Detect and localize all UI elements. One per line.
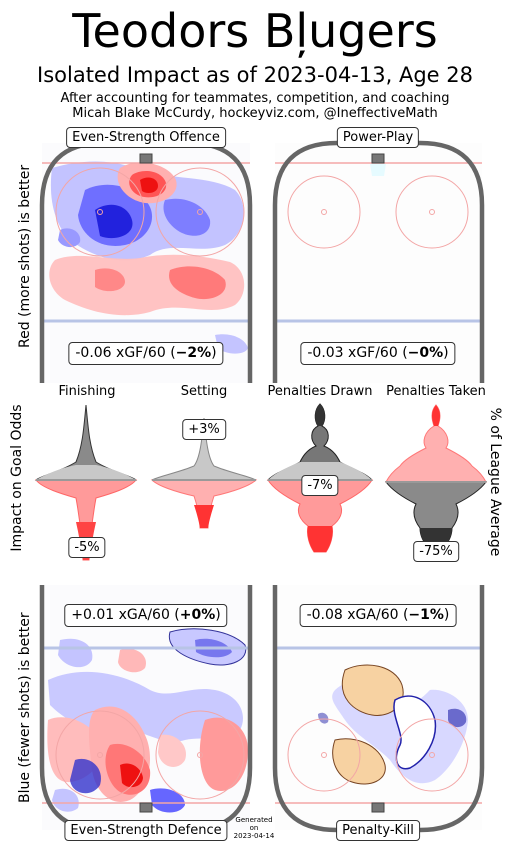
generated-note: Generated on 2023-04-14 — [224, 816, 284, 840]
ev-defence-label: Even-Strength Defence — [64, 820, 228, 841]
pk-heatmap — [318, 664, 468, 785]
ev-offence-label: Even-Strength Offence — [66, 127, 226, 148]
bottom-side-label: Blue (fewer shots) is better — [17, 612, 33, 803]
top-side-label: Red (more shots) is better — [17, 164, 33, 348]
ev-defence-close: ) — [215, 607, 221, 623]
page-title: Teodors Bļugers — [72, 4, 438, 58]
ev-offence-close: ) — [211, 345, 217, 361]
generated-line-2: on — [249, 824, 259, 832]
pk-pct: −1% — [408, 607, 444, 623]
violin-label-setting: Setting — [180, 384, 228, 399]
ev-offence-value-text: -0.06 xGF/60 ( — [75, 345, 176, 361]
violin-label-penalties-taken: Penalties Taken — [386, 384, 486, 399]
pp-close: ) — [443, 345, 449, 361]
pk-value-text: -0.08 xGA/60 ( — [306, 607, 409, 623]
ev-defence-value-text: +0.01 xGA/60 ( — [71, 607, 180, 623]
violin-value-setting: +3% — [182, 419, 226, 440]
ev-offence-heatmap — [49, 161, 248, 354]
penalties-taken-violin — [384, 404, 488, 549]
violin-label-penalties-drawn: Penalties Drawn — [267, 384, 373, 399]
pp-label: Power-Play — [336, 127, 420, 148]
pk-label: Penalty-Kill — [336, 820, 420, 841]
methodology-note: After accounting for teammates, competit… — [60, 91, 450, 106]
violin-value-penalties-drawn: -7% — [301, 475, 339, 496]
setting-violin — [150, 417, 258, 529]
violin-value-finishing: -5% — [68, 537, 106, 558]
ev-defence-value: +0.01 xGA/60 (+0%) — [64, 604, 228, 627]
right-side-label: % of League Average — [487, 407, 503, 557]
page-subtitle: Isolated Impact as of 2023-04-13, Age 28 — [37, 63, 473, 87]
pp-pct: −0% — [407, 345, 444, 361]
generated-line-3: 2023-04-14 — [233, 832, 275, 840]
pk-value: -0.08 xGA/60 (−1%) — [299, 604, 457, 627]
violin-label-finishing: Finishing — [58, 384, 116, 399]
pp-value-text: -0.03 xGF/60 ( — [307, 345, 408, 361]
generated-line-1: Generated — [235, 816, 273, 824]
ev-offence-pct: −2% — [175, 345, 212, 361]
credits-note: Micah Blake McCurdy, hockeyviz.com, @Ine… — [72, 106, 438, 121]
violin-value-penalties-taken: -75% — [413, 541, 459, 562]
pp-value: -0.03 xGF/60 (−0%) — [300, 342, 456, 365]
ev-offence-value: -0.06 xGF/60 (−2%) — [68, 342, 224, 365]
ev-defence-pct: +0% — [179, 607, 216, 623]
pk-close: ) — [443, 607, 450, 623]
middle-side-label: Impact on Goal Odds — [9, 404, 25, 552]
